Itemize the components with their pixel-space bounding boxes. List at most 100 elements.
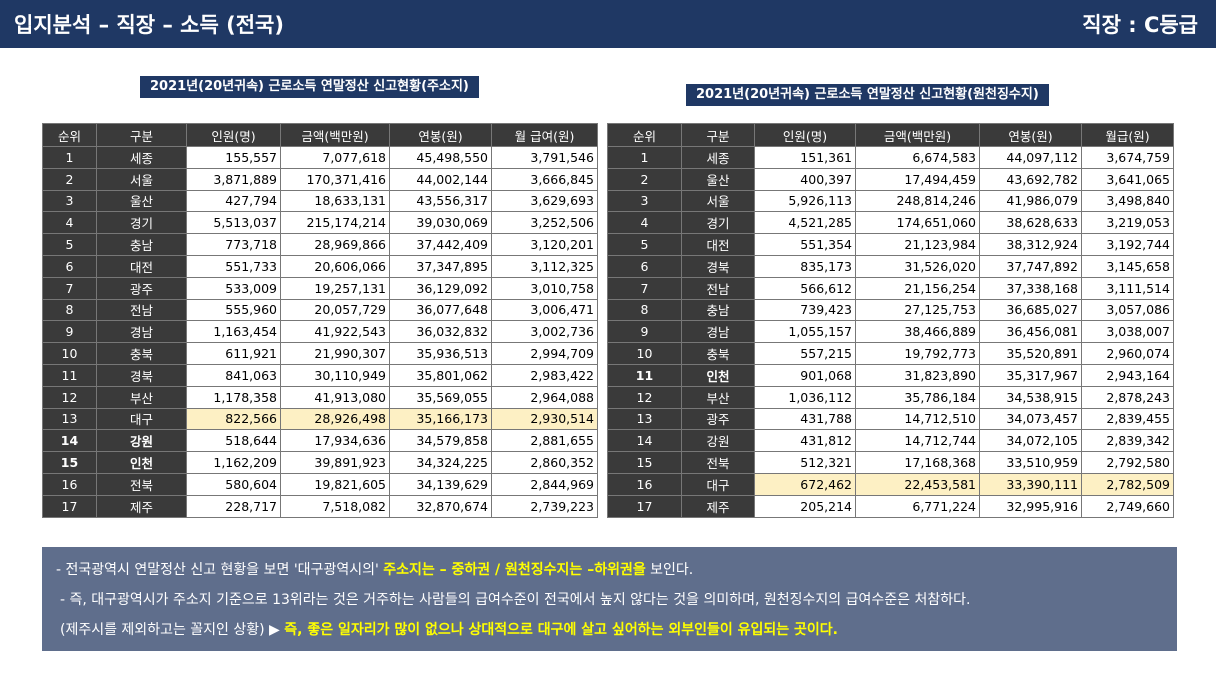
region-cell: 서울 xyxy=(96,167,187,191)
value-cell: 44,097,112 xyxy=(979,146,1082,169)
note-line-2: - 즉, 대구광역시가 주소지 기준으로 13위라는 것은 거주하는 사람들의 … xyxy=(60,592,971,608)
value-cell: 248,814,246 xyxy=(855,189,980,213)
table-row: 12 부산 1,036,112 35,786,184 34,538,915 2,878,2… xyxy=(607,385,1174,409)
value-cell: 37,747,892 xyxy=(979,254,1082,278)
value-cell: 19,792,773 xyxy=(855,342,980,365)
value-cell: 3,666,845 xyxy=(491,167,598,191)
value-cell: 34,073,457 xyxy=(979,407,1082,431)
value-cell: 2,839,342 xyxy=(1081,429,1174,453)
value-cell: 20,057,729 xyxy=(280,298,390,322)
region-cell: 충북 xyxy=(681,342,755,365)
table-row: 5 충남 773,718 28,969,866 37,442,409 3,120,201 xyxy=(42,233,598,256)
region-cell: 대구 xyxy=(96,407,187,431)
value-cell: 35,801,062 xyxy=(389,363,492,387)
value-cell: 3,674,759 xyxy=(1081,146,1174,169)
value-cell: 36,077,648 xyxy=(389,298,492,322)
region-cell: 울산 xyxy=(96,189,187,213)
value-cell: 33,390,111 xyxy=(979,472,1082,496)
value-cell: 3,871,889 xyxy=(186,167,281,191)
value-cell: 518,644 xyxy=(186,429,281,453)
rank-cell: 3 xyxy=(607,189,682,213)
value-cell: 2,749,660 xyxy=(1081,494,1174,518)
region-cell: 제주 xyxy=(681,494,755,518)
rank-cell: 5 xyxy=(607,233,682,256)
value-cell: 739,423 xyxy=(754,298,856,322)
rank-cell: 7 xyxy=(607,276,682,300)
value-cell: 174,651,060 xyxy=(855,211,980,235)
value-cell: 901,068 xyxy=(754,363,856,387)
value-cell: 17,168,368 xyxy=(855,451,980,474)
region-cell: 충북 xyxy=(96,342,187,365)
region-cell: 광주 xyxy=(681,407,755,431)
column-header: 순위 xyxy=(607,123,682,147)
value-cell: 551,733 xyxy=(186,254,281,278)
value-cell: 38,466,889 xyxy=(855,320,980,344)
table-header-row: 순위 구분 인원(명) 금액(백만원) 연봉(원) 월급(원) xyxy=(607,123,1174,147)
value-cell: 19,821,605 xyxy=(280,472,390,496)
value-cell: 3,057,086 xyxy=(1081,298,1174,322)
region-cell: 강원 xyxy=(96,429,187,453)
table-row: 13 대구 822,566 28,926,498 35,166,173 2,930,514 xyxy=(42,407,598,431)
value-cell: 37,442,409 xyxy=(389,233,492,256)
value-cell: 32,870,674 xyxy=(389,494,492,518)
value-cell: 39,030,069 xyxy=(389,211,492,235)
value-cell: 14,712,510 xyxy=(855,407,980,431)
region-cell: 대전 xyxy=(681,233,755,256)
region-cell: 제주 xyxy=(96,494,187,518)
value-cell: 2,739,223 xyxy=(491,494,598,518)
value-cell: 155,557 xyxy=(186,146,281,169)
region-cell: 전북 xyxy=(96,472,187,496)
value-cell: 45,498,550 xyxy=(389,146,492,169)
table-row: 6 대전 551,733 20,606,066 37,347,895 3,112,325 xyxy=(42,254,598,278)
table-row: 11 경북 841,063 30,110,949 35,801,062 2,983,422 xyxy=(42,363,598,387)
value-cell: 170,371,416 xyxy=(280,167,390,191)
left-table-caption: 2021년(20년귀속) 근로소득 연말정산 신고현황(주소지) xyxy=(140,76,479,98)
region-cell: 경기 xyxy=(96,211,187,235)
value-cell: 3,038,007 xyxy=(1081,320,1174,344)
value-cell: 6,771,224 xyxy=(855,494,980,518)
value-cell: 557,215 xyxy=(754,342,856,365)
rank-cell: 14 xyxy=(607,429,682,453)
value-cell: 3,219,053 xyxy=(1081,211,1174,235)
rank-cell: 10 xyxy=(42,342,97,365)
note-highlight: 즉, 좋은 일자리가 많이 없으나 상대적으로 대구에 살고 싶어하는 외부인들… xyxy=(284,622,838,638)
region-cell: 경남 xyxy=(96,320,187,344)
region-cell: 부산 xyxy=(96,385,187,409)
value-cell: 36,685,027 xyxy=(979,298,1082,322)
analysis-note-box: - 전국광역시 연말정산 신고 현황을 보면 '대구광역시의' 주소지는 – 중… xyxy=(42,547,1177,651)
value-cell: 38,312,924 xyxy=(979,233,1082,256)
value-cell: 22,453,581 xyxy=(855,472,980,496)
region-cell: 세종 xyxy=(96,146,187,169)
note-text: (제주시를 제외하고는 꼴지인 상황) ▶ xyxy=(60,622,285,638)
rank-cell: 11 xyxy=(42,363,97,387)
region-cell: 전남 xyxy=(681,276,755,300)
column-header: 연봉(원) xyxy=(389,123,492,147)
value-cell: 431,812 xyxy=(754,429,856,453)
value-cell: 3,498,840 xyxy=(1081,189,1174,213)
rank-cell: 1 xyxy=(42,146,97,169)
value-cell: 41,922,543 xyxy=(280,320,390,344)
value-cell: 37,347,895 xyxy=(389,254,492,278)
value-cell: 580,604 xyxy=(186,472,281,496)
value-cell: 3,791,546 xyxy=(491,146,598,169)
value-cell: 20,606,066 xyxy=(280,254,390,278)
table-row: 10 충북 611,921 21,990,307 35,936,513 2,994,709 xyxy=(42,342,598,365)
value-cell: 36,129,092 xyxy=(389,276,492,300)
value-cell: 822,566 xyxy=(186,407,281,431)
value-cell: 35,520,891 xyxy=(979,342,1082,365)
value-cell: 34,579,858 xyxy=(389,429,492,453)
column-header: 구분 xyxy=(96,123,187,147)
value-cell: 31,823,890 xyxy=(855,363,980,387)
rank-cell: 10 xyxy=(607,342,682,365)
table-row: 14 강원 518,644 17,934,636 34,579,858 2,881,655 xyxy=(42,429,598,453)
table-header-row: 순위 구분 인원(명) 금액(백만원) 연봉(원) 월 급여(원) xyxy=(42,123,598,147)
table-row: 11 인천 901,068 31,823,890 35,317,967 2,943,164 xyxy=(607,363,1174,387)
value-cell: 3,006,471 xyxy=(491,298,598,322)
value-cell: 37,338,168 xyxy=(979,276,1082,300)
region-cell: 경북 xyxy=(681,254,755,278)
value-cell: 21,990,307 xyxy=(280,342,390,365)
value-cell: 34,072,105 xyxy=(979,429,1082,453)
rank-cell: 1 xyxy=(607,146,682,169)
table-row: 4 경기 4,521,285 174,651,060 38,628,633 3,219,0… xyxy=(607,211,1174,235)
value-cell: 36,032,832 xyxy=(389,320,492,344)
